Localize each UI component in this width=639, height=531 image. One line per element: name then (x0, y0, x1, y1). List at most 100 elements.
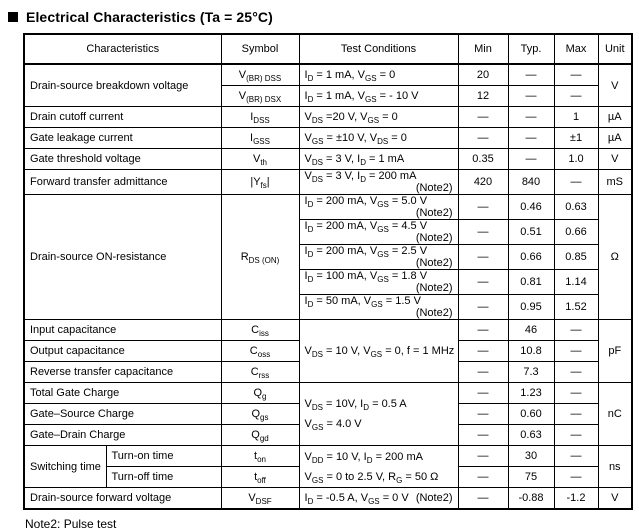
max-cell: — (553, 85, 599, 107)
min-cell: — (457, 294, 509, 320)
characteristic-on-resistance: Drain-source ON-resistance (23, 194, 222, 320)
max-cell: — (553, 403, 599, 425)
min-cell: — (457, 219, 509, 245)
note-ref: (Note2) (415, 232, 453, 244)
table-row: Forward transfer admittance |Yfs| VDS = … (23, 169, 633, 195)
table-row: ID = 100 mA, VGS = 1.8 V (Note2) — 0.81 1… (24, 269, 632, 295)
table-row: ID = 200 mA, VGS = 2.5 V (Note2) — 0.66 0… (24, 244, 632, 270)
typ-cell: 75 (507, 466, 555, 488)
symbol-vbrdss: V(BR) DSS (220, 63, 300, 86)
min-cell: 420 (457, 169, 509, 195)
characteristic-admittance: Forward transfer admittance (23, 169, 222, 195)
condition-text: ID = 200 mA, VGS = 4.5 V (304, 220, 428, 235)
condition-cell: ID = 1 mA, VGS = 0 (298, 63, 459, 86)
condition-cell: ID = 100 mA, VGS = 1.8 V (Note2) (298, 269, 459, 295)
characteristic-breakdown: Drain-source breakdown voltage (23, 63, 222, 107)
unit-cell: V (597, 148, 633, 170)
min-cell: 12 (457, 85, 509, 107)
min-cell: — (457, 403, 509, 425)
typ-cell: — (507, 85, 555, 107)
min-cell: — (457, 106, 509, 128)
characteristic-coss: Output capacitance (23, 340, 222, 362)
min-cell: — (457, 487, 509, 510)
note-ref: (Note2) (415, 282, 453, 294)
typ-cell: 0.95 (507, 294, 555, 320)
condition-cell: ID = 200 mA, VGS = 4.5 V (Note2) (298, 219, 459, 245)
min-cell: 20 (457, 63, 509, 86)
typ-cell: -0.88 (507, 487, 555, 510)
max-cell: 0.63 (553, 194, 599, 220)
symbol-vbrdsx: V(BR) DSX (220, 85, 300, 107)
characteristic-ciss: Input capacitance (23, 319, 222, 341)
condition-line: VDD = 10 V, ID = 200 mA (304, 450, 423, 465)
min-cell: — (457, 424, 509, 446)
table-row: Switching time Turn-on time ton VDD = 10… (23, 445, 633, 488)
symbol-qgd: Qgd (220, 424, 300, 446)
unit-cell: ns (597, 445, 633, 488)
unit-cell: nC (597, 382, 633, 446)
header-min: Min (457, 33, 509, 65)
condition-cell: VDS =20 V, VGS = 0 (298, 106, 459, 128)
symbol-igss: IGSS (220, 127, 300, 149)
typ-cell: 0.51 (507, 219, 555, 245)
condition-cell: VDS = 3 V, ID = 200 mA (Note2) (298, 169, 459, 195)
symbol-crss: Crss (220, 361, 300, 383)
table-row: Drain-source ON-resistance RDS (ON) ID =… (23, 194, 633, 320)
condition-text: ID = 50 mA, VGS = 1.5 V (304, 295, 421, 310)
characteristic-cutoff: Drain cutoff current (23, 106, 222, 128)
footer-note: Note2: Pulse test (25, 517, 117, 531)
symbol-vdsf: VDSF (220, 487, 300, 510)
section-title: Electrical Characteristics (Ta = 25°C) (8, 9, 639, 25)
table-row: Gate threshold voltage Vth VDS = 3 V, ID… (23, 148, 633, 170)
symbol-vth: Vth (220, 148, 300, 170)
symbol-yfs: |Yfs| (220, 169, 300, 195)
max-cell: ±1 (553, 127, 599, 149)
max-cell: — (553, 382, 599, 404)
min-cell: — (457, 340, 509, 362)
table-row: Drain-source breakdown voltage V(BR) DSS… (23, 63, 633, 107)
min-cell: — (457, 319, 509, 341)
note-ref: (Note2) (415, 207, 453, 219)
unit-cell: µA (597, 106, 633, 128)
max-cell: 0.85 (553, 244, 599, 270)
condition-cell: ID = -0.5 A, VGS = 0 V (Note2) (298, 487, 459, 510)
typ-cell: — (507, 127, 555, 149)
symbol-toff: toff (220, 466, 300, 488)
condition-line: VDS = 10V, ID = 0.5 A (304, 398, 407, 413)
min-cell: — (457, 127, 509, 149)
max-cell: — (553, 63, 599, 86)
max-cell: 0.66 (553, 219, 599, 245)
typ-cell: 840 (507, 169, 555, 195)
condition-cell: ID = 200 mA, VGS = 5.0 V (Note2) (298, 194, 459, 220)
characteristic-turn-off: Turn-off time (105, 466, 222, 488)
min-cell: — (457, 194, 509, 220)
characteristic-leakage: Gate leakage current (23, 127, 222, 149)
typ-cell: 46 (507, 319, 555, 341)
typ-cell: 30 (507, 445, 555, 467)
condition-text: ID = -0.5 A, VGS = 0 V (304, 492, 409, 507)
characteristic-switching: Switching time (23, 445, 107, 488)
table-row: Drain cutoff current IDSS VDS =20 V, VGS… (23, 106, 633, 128)
condition-line: VGS = 4.0 V (304, 418, 362, 433)
max-cell: — (553, 445, 599, 467)
min-cell: — (457, 244, 509, 270)
characteristic-threshold: Gate threshold voltage (23, 148, 222, 170)
max-cell: — (553, 169, 599, 195)
note-ref: (Note2) (415, 307, 453, 319)
table-row: V(BR) DSX ID = 1 mA, VGS = - 10 V 12 — — (24, 85, 632, 107)
typ-cell: — (507, 63, 555, 86)
condition-cell: ID = 200 mA, VGS = 2.5 V (Note2) (298, 244, 459, 270)
note-ref: (Note2) (415, 182, 453, 194)
typ-cell: 10.8 (507, 340, 555, 362)
min-cell: — (457, 445, 509, 467)
header-row: Characteristics Symbol Test Conditions M… (23, 33, 633, 65)
max-cell: — (553, 361, 599, 383)
max-cell: 1.14 (553, 269, 599, 295)
characteristic-qgs: Gate–Source Charge (23, 403, 222, 425)
characteristic-qgd: Gate–Drain Charge (23, 424, 222, 446)
note-ref: (Note2) (415, 257, 453, 269)
condition-line: VGS = 0 to 2.5 V, RG = 50 Ω (304, 470, 439, 485)
table-row: Input capacitance Ciss VDS = 10 V, VGS =… (23, 319, 633, 383)
characteristic-crss: Reverse transfer capacitance (23, 361, 222, 383)
electrical-characteristics-table: Characteristics Symbol Test Conditions M… (23, 33, 633, 510)
